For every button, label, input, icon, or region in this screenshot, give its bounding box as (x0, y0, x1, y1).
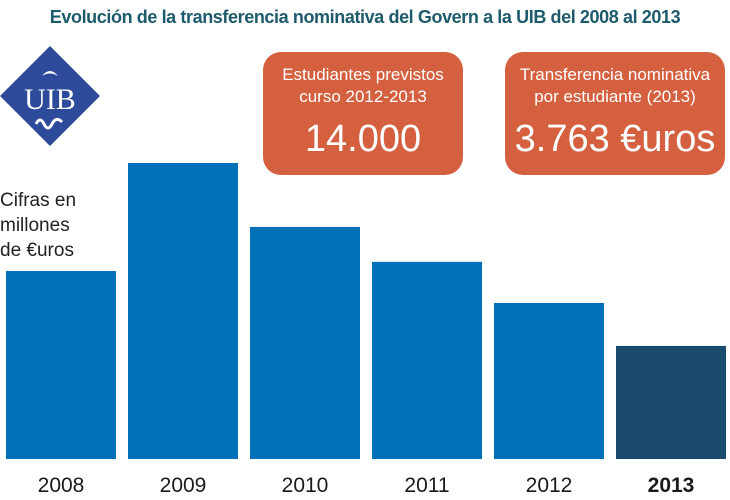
transfer-per-student-box: Transferencia nominativa por estudiante (… (505, 52, 725, 175)
units-note-line: Cifras en (0, 190, 77, 211)
transfer-label: Transferencia nominativa por estudiante (… (519, 65, 711, 106)
transfer-value: 3.763 €uros (514, 118, 716, 160)
x-tick-label: 2013 (648, 474, 695, 497)
students-value: 14.000 (304, 118, 422, 160)
svg-text:UIB: UIB (24, 83, 76, 116)
x-tick-label: 2012 (526, 474, 573, 497)
bar-2012 (494, 303, 604, 459)
units-note-line: de €uros (0, 240, 74, 261)
x-tick-label: 2011 (404, 474, 449, 497)
units-note-line: millones (0, 215, 70, 236)
page-title: Evolución de la transferencia nominativa… (49, 7, 681, 27)
bar-2008 (6, 271, 116, 459)
bar-2010 (250, 226, 360, 459)
x-tick-label: 2009 (160, 474, 207, 497)
bar-2009 (128, 163, 238, 459)
units-note: Cifras en millones de €uros (0, 188, 76, 263)
students-label: Estudiantes previstos curso 2012-2013 (282, 65, 444, 106)
uib-logo: UIB (0, 46, 100, 146)
students-box: Estudiantes previstos curso 2012-2013 14.… (263, 52, 463, 175)
x-tick-label: 2008 (38, 474, 85, 497)
x-tick-label: 2010 (282, 474, 329, 497)
bar-2011 (372, 261, 482, 459)
bar-2013 (616, 345, 726, 459)
